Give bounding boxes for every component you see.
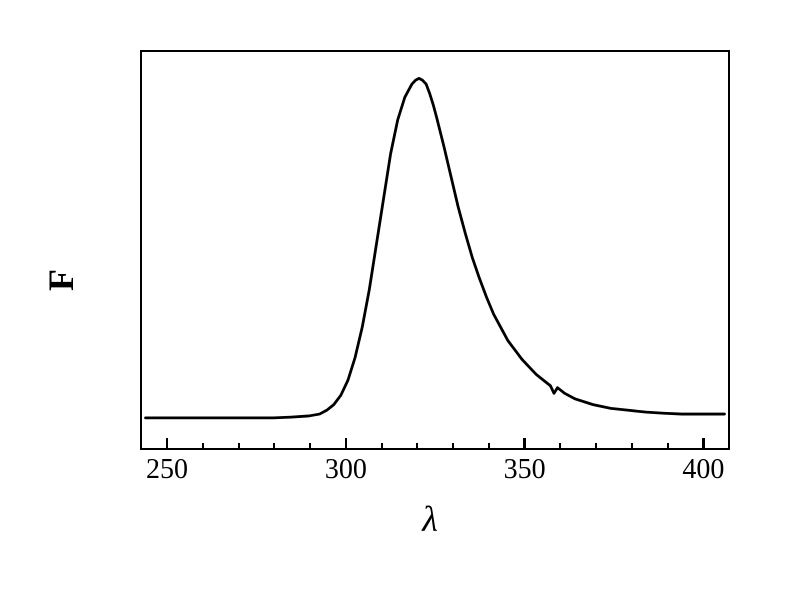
x-tick-minor: [273, 443, 275, 450]
x-tick-major: [523, 438, 526, 450]
x-tick-label: 300: [325, 454, 367, 486]
x-tick-minor: [416, 443, 418, 450]
x-tick-minor: [631, 443, 633, 450]
x-tick-major: [702, 438, 705, 450]
x-tick-minor: [488, 443, 490, 450]
y-axis-label: F: [40, 269, 82, 291]
x-tick-minor: [595, 443, 597, 450]
x-tick-minor: [381, 443, 383, 450]
x-tick-minor: [309, 443, 311, 450]
x-tick-major: [345, 438, 348, 450]
x-tick-label: 350: [504, 454, 546, 486]
plot-area: 250300350400: [140, 50, 730, 450]
x-tick-minor: [452, 443, 454, 450]
x-tick-label: 250: [146, 454, 188, 486]
x-tick-minor: [238, 443, 240, 450]
spectrum-curve: [142, 52, 728, 448]
x-tick-major: [166, 438, 169, 450]
chart-container: F 250300350400 λ: [110, 40, 750, 520]
x-tick-minor: [202, 443, 204, 450]
x-tick-minor: [667, 443, 669, 450]
x-tick-label: 400: [682, 454, 724, 486]
x-axis-label: λ: [422, 498, 438, 540]
x-tick-minor: [559, 443, 561, 450]
